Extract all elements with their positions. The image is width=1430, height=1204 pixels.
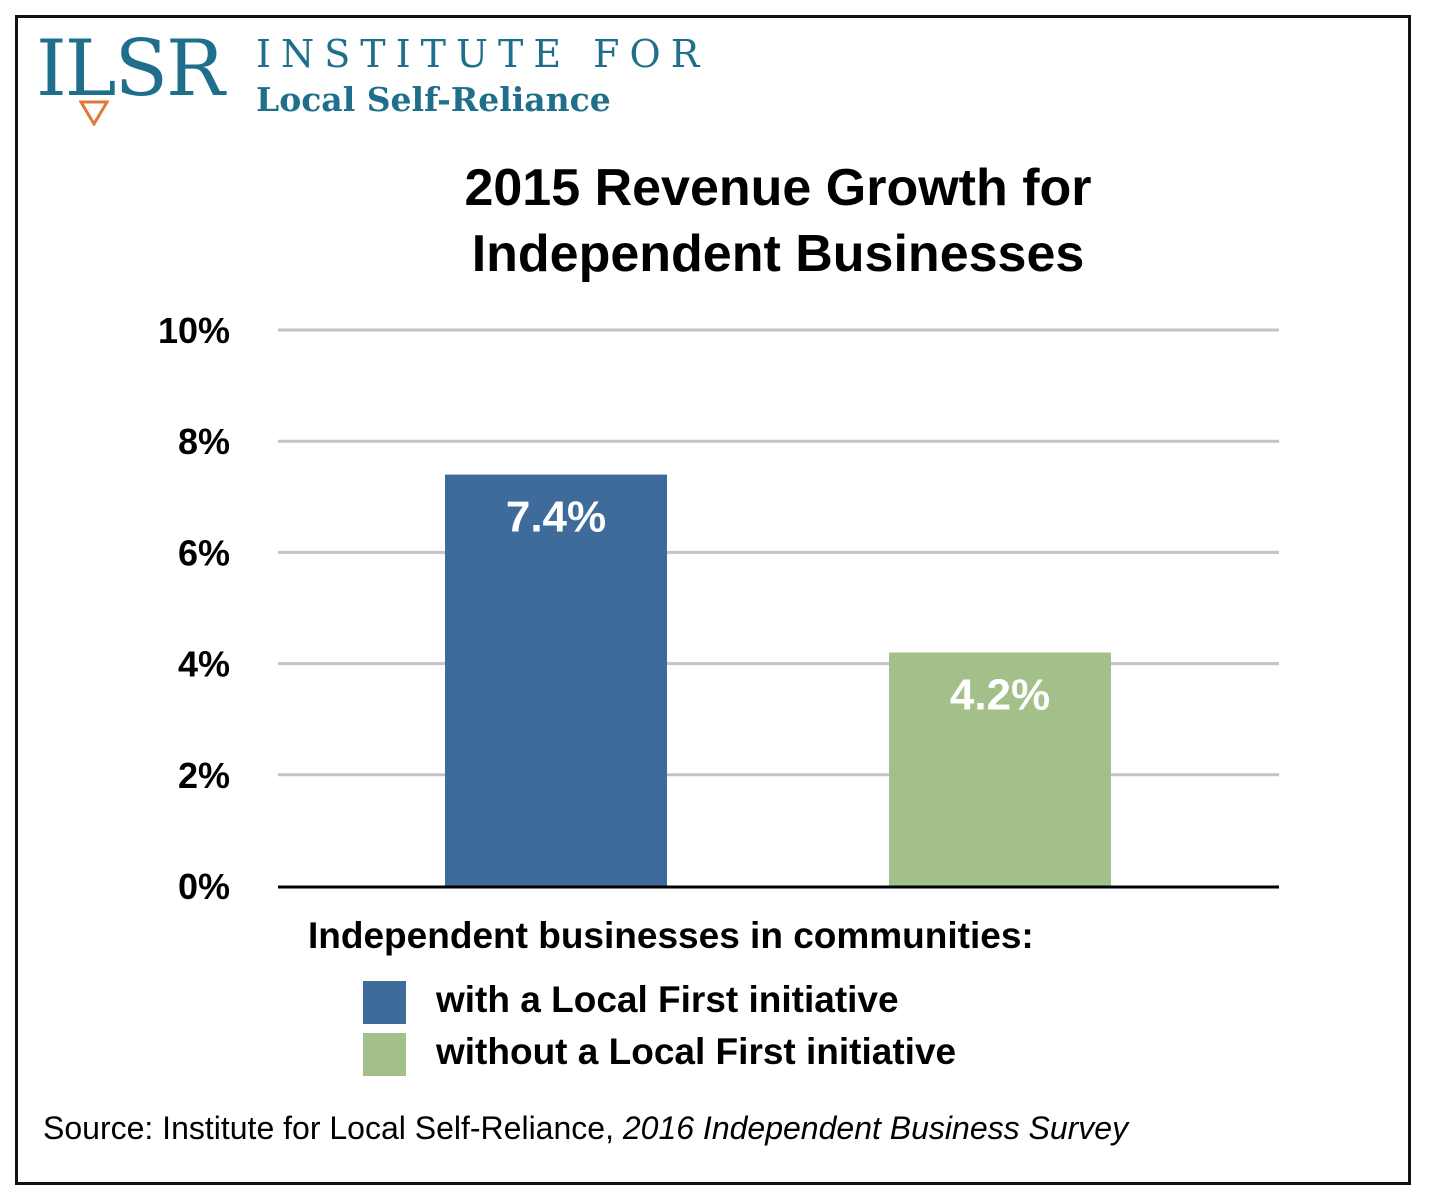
chart-frame — [15, 15, 1411, 1185]
legend-label: without a Local First initiative — [436, 1031, 957, 1072]
chart-title: 2015 Revenue Growth for Independent Busi… — [0, 155, 1430, 287]
logo-mark: ILSR — [36, 24, 225, 114]
logo-line-2: Local Self-Reliance — [256, 80, 611, 119]
source-prefix: Source: Institute for Local Self-Relianc… — [43, 1110, 623, 1146]
legend-swatch-green — [363, 1033, 406, 1076]
legend-swatch-blue — [363, 981, 406, 1024]
logo-triangle-icon — [79, 100, 109, 126]
chart-title-line-1: 2015 Revenue Growth for — [464, 159, 1092, 217]
legend-heading: Independent businesses in communities: — [308, 915, 1034, 956]
ilsr-logo: ILSR INSTITUTE FOR Local Self-Reliance — [36, 24, 699, 130]
source-note: Source: Institute for Local Self-Relianc… — [43, 1110, 1128, 1147]
chart-title-line-2: Independent Businesses — [471, 225, 1085, 283]
legend-label: with a Local First initiative — [436, 979, 899, 1020]
source-survey-title: 2016 Independent Business Survey — [622, 1110, 1129, 1146]
logo-line-1: INSTITUTE FOR — [256, 32, 710, 76]
